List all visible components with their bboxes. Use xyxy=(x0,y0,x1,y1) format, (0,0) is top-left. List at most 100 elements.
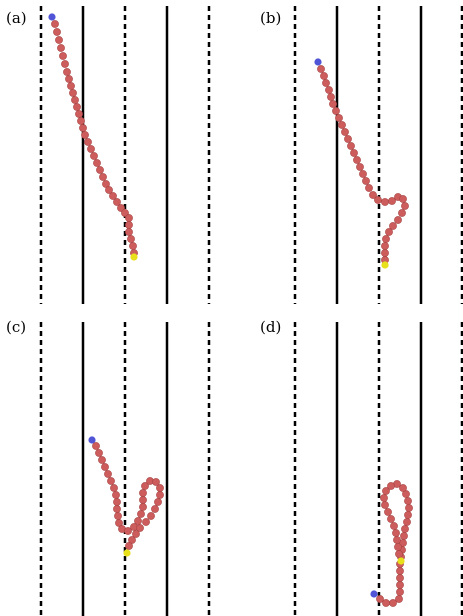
start-bead xyxy=(88,436,96,444)
monomer-bead xyxy=(392,529,400,537)
end-bead xyxy=(397,557,405,565)
monomer-bead xyxy=(127,235,135,243)
monomer-bead xyxy=(405,504,413,512)
monomer-bead xyxy=(382,235,390,243)
monomer-bead xyxy=(384,508,392,516)
monomer-bead xyxy=(399,484,407,492)
monomer-bead xyxy=(347,142,355,150)
monomer-bead xyxy=(327,93,335,101)
monomer-bead xyxy=(114,512,122,520)
monomer-bead xyxy=(350,149,358,157)
monomer-bead xyxy=(382,599,390,607)
monomer-bead xyxy=(388,197,396,205)
monomer-bead xyxy=(387,482,395,490)
start-bead xyxy=(48,13,56,21)
end-bead xyxy=(130,253,138,261)
monomer-bead xyxy=(125,228,133,236)
monomer-bead xyxy=(398,209,406,217)
monomer-bead xyxy=(365,184,373,192)
monomer-bead xyxy=(73,103,81,111)
monomer-bead xyxy=(396,581,404,589)
monomer-bead xyxy=(154,498,162,506)
panel-label-b: (b) xyxy=(260,9,281,27)
monomer-bead xyxy=(401,525,409,533)
monomer-bead xyxy=(396,567,404,575)
monomer-bead xyxy=(404,497,412,505)
monomer-bead xyxy=(113,498,121,506)
monomer-bead xyxy=(69,89,77,97)
monomer-bead xyxy=(322,79,330,87)
panel-label-a: (a) xyxy=(6,9,27,27)
monomer-bead xyxy=(125,542,133,550)
monomer-bead xyxy=(67,82,75,90)
monomer-bead xyxy=(63,68,71,76)
monomer-bead xyxy=(95,449,103,457)
channel-boundaries xyxy=(39,6,463,616)
monomer-bead xyxy=(381,198,389,206)
monomer-bead xyxy=(107,477,115,485)
monomer-bead xyxy=(96,166,104,174)
monomer-bead xyxy=(356,163,364,171)
monomer-bead xyxy=(57,44,65,52)
monomer-bead xyxy=(109,192,117,200)
monomer-bead xyxy=(151,505,159,513)
monomer-bead xyxy=(81,131,89,139)
monomer-bead xyxy=(113,198,121,206)
monomer-bead xyxy=(387,515,395,523)
monomer-bead xyxy=(374,196,382,204)
monomer-bead xyxy=(382,487,390,495)
monomer-bead xyxy=(156,491,164,499)
monomer-bead xyxy=(124,527,132,535)
monomer-bead xyxy=(381,501,389,509)
monomer-bead xyxy=(329,100,337,108)
monomer-bead xyxy=(112,491,120,499)
monomer-bead xyxy=(344,135,352,143)
monomer-bead xyxy=(390,522,398,530)
monomer-bead xyxy=(92,442,100,450)
monomer-bead xyxy=(139,489,147,497)
monomer-bead xyxy=(98,456,106,464)
monomer-bead xyxy=(147,512,155,520)
monomer-bead xyxy=(132,530,140,538)
monomer-bead xyxy=(399,195,407,203)
polymer-c xyxy=(88,436,164,557)
monomer-bead xyxy=(395,550,403,558)
monomer-bead xyxy=(395,595,403,603)
monomer-bead xyxy=(142,518,150,526)
polymer-chains xyxy=(48,13,413,607)
panel-label-c: (c) xyxy=(6,318,26,336)
start-bead xyxy=(370,590,378,598)
monomer-bead xyxy=(332,107,340,115)
monomer-bead xyxy=(59,52,67,60)
monomer-bead xyxy=(152,478,160,486)
monomer-bead xyxy=(325,86,333,94)
monomer-bead xyxy=(353,156,361,164)
monomer-bead xyxy=(87,145,95,153)
monomer-bead xyxy=(335,114,343,122)
monomer-bead xyxy=(113,505,121,513)
end-bead xyxy=(123,549,131,557)
monomer-bead xyxy=(75,110,83,118)
monomer-bead xyxy=(362,177,370,185)
monomer-bead xyxy=(101,463,109,471)
monomer-bead xyxy=(136,524,144,532)
end-bead xyxy=(381,261,389,269)
monomer-bead xyxy=(156,484,164,492)
monomer-bead xyxy=(403,518,411,526)
monomer-bead xyxy=(90,152,98,160)
monomer-bead xyxy=(55,36,63,44)
monomer-bead xyxy=(77,117,85,125)
monomer-bead xyxy=(389,599,397,607)
monomer-bead xyxy=(396,574,404,582)
monomer-bead xyxy=(65,75,73,83)
monomer-bead xyxy=(134,517,142,525)
monomer-bead xyxy=(394,216,402,224)
monomer-bead xyxy=(369,191,377,199)
monomer-bead xyxy=(341,128,349,136)
monomer-bead xyxy=(320,72,328,80)
monomer-bead xyxy=(99,173,107,181)
monomer-bead xyxy=(139,496,147,504)
monomer-bead xyxy=(381,249,389,257)
monomer-bead xyxy=(381,242,389,250)
